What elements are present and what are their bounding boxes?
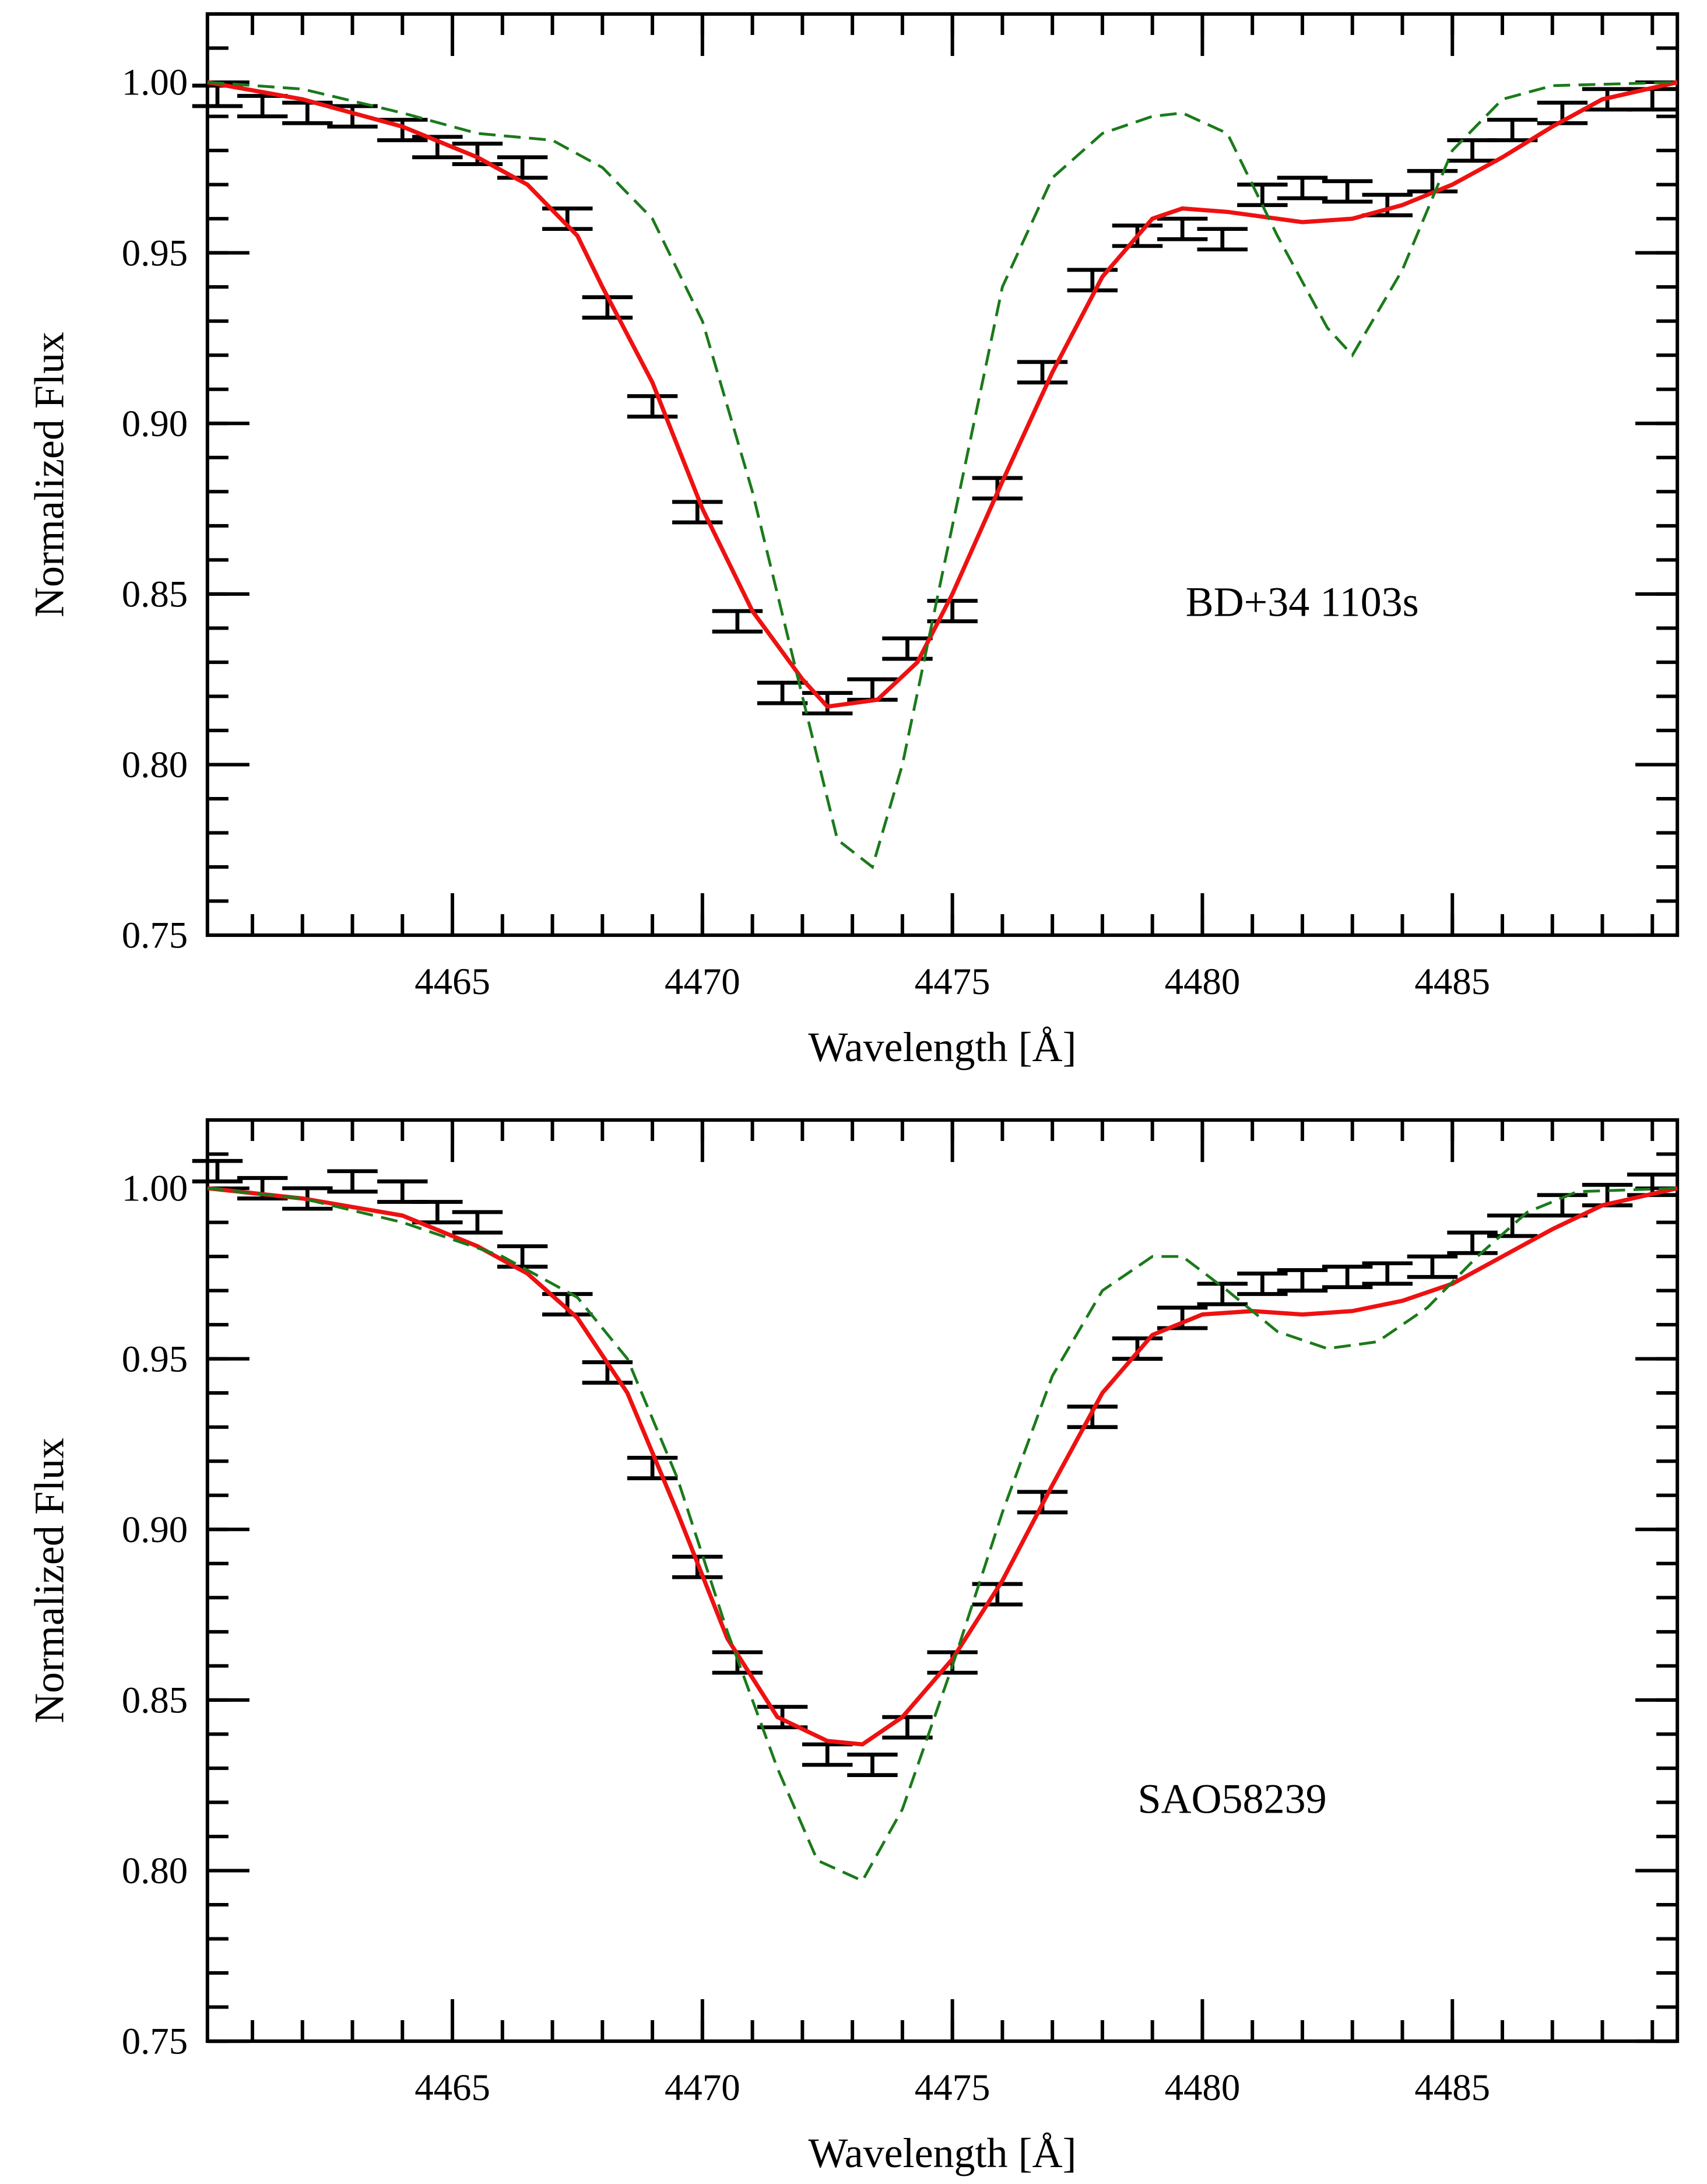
x-tick-label: 4475 [915,961,991,1003]
y-tick-label: 0.85 [122,573,188,615]
x-tick-label: 4485 [1414,961,1490,1003]
y-axis-label: Normalized Flux [26,1438,72,1723]
model-line [207,80,1678,709]
y-tick-label: 0.90 [122,1509,188,1551]
error-bar [452,142,503,166]
error-bar [1237,1272,1288,1296]
annotation: BD+34 1103s [1186,579,1419,626]
error-bar [882,1715,933,1740]
x-axis-label: Wavelength [Å] [808,2130,1076,2176]
error-bar [672,500,723,525]
y-axis-label: Normalized Flux [26,332,72,617]
plot-frame [205,12,1680,937]
y-tick-label: 1.00 [122,62,188,104]
error-bar [1112,1336,1163,1361]
error-bar [1067,268,1118,293]
error-bar [1157,216,1208,241]
model-line-dashed [207,80,1678,870]
error-bar [327,1169,378,1194]
error-bar [1447,1230,1498,1255]
error-bar [802,691,853,716]
error-bar [237,94,288,118]
x-tick-label: 4470 [665,2067,740,2109]
error-bar [1237,182,1288,208]
error-bar [377,1179,428,1204]
error-bar [1197,227,1248,252]
y-tick-label: 0.90 [122,403,188,445]
error-bar [1322,179,1373,204]
error-bar [1277,1268,1328,1293]
x-tick-label: 4475 [915,2067,991,2109]
error-bar [847,1753,898,1777]
plot-frame [205,1118,1680,2043]
error-bar [1487,1213,1538,1238]
error-bar [1362,1261,1413,1286]
error-bar [1197,1281,1248,1307]
error-bar [497,155,548,180]
x-tick-label: 4480 [1165,2067,1241,2109]
y-tick-label: 0.95 [122,232,188,274]
error-bar [1487,118,1538,142]
error-bar [1447,138,1498,163]
x-tick-label: 4480 [1165,961,1241,1003]
x-tick-label: 4465 [415,2067,490,2109]
error-bar [1277,175,1328,201]
y-tick-label: 1.00 [122,1168,188,1210]
error-bar [802,1742,853,1767]
y-tick-label: 0.80 [122,1850,188,1892]
model-line-dashed [207,1186,1678,1883]
annotation: SAO58239 [1137,1776,1326,1823]
y-tick-label: 0.75 [122,2021,188,2063]
error-bar [627,1456,678,1480]
error-bar [627,394,678,419]
error-bar [757,1705,808,1730]
y-tick-label: 0.95 [122,1338,188,1380]
error-bar [1407,168,1458,194]
x-tick-label: 4485 [1414,2067,1490,2109]
error-bar [497,1244,548,1269]
error-bar [1407,1254,1458,1279]
y-tick-label: 0.85 [122,1679,188,1721]
error-bar [1322,1265,1373,1290]
error-bar [192,1158,243,1184]
x-axis-label: Wavelength [Å] [808,1024,1076,1070]
error-bar [1017,360,1068,385]
y-tick-label: 0.80 [122,744,188,786]
error-bar [452,1210,503,1235]
x-tick-label: 4470 [665,961,740,1003]
model-line [207,1186,1678,1747]
error-bar [377,118,428,142]
y-tick-label: 0.75 [122,915,188,957]
x-tick-label: 4465 [415,961,490,1003]
error-bar [1157,1305,1208,1330]
